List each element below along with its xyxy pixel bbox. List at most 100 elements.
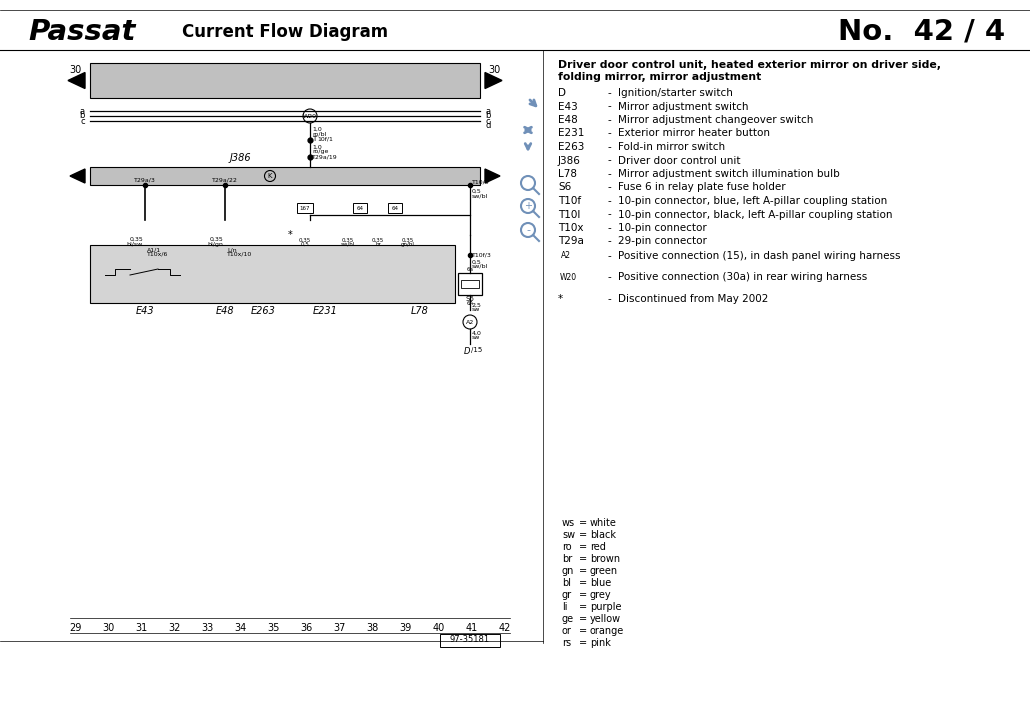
Text: -: -: [608, 142, 612, 152]
Text: T10f: T10f: [558, 196, 581, 206]
Text: bl/sw: bl/sw: [127, 242, 143, 247]
Text: ge: ge: [562, 614, 574, 624]
Text: brown: brown: [590, 554, 620, 564]
Bar: [353, 203, 367, 213]
Text: sw: sw: [472, 307, 480, 312]
Text: Mirror adjustment switch: Mirror adjustment switch: [618, 101, 749, 111]
Text: 0,35: 0,35: [402, 238, 414, 243]
Bar: [90, 245, 455, 303]
Text: 35: 35: [267, 623, 280, 633]
Text: sw: sw: [562, 530, 575, 540]
Text: -: -: [608, 294, 612, 304]
Text: 167: 167: [300, 205, 310, 210]
Bar: [152, 266, 168, 288]
Text: L78: L78: [558, 169, 577, 179]
Text: 2,5: 2,5: [472, 303, 482, 308]
Text: bl: bl: [562, 578, 571, 588]
Text: orange: orange: [590, 626, 624, 636]
Text: sw/bl: sw/bl: [472, 193, 488, 198]
Text: 10-pin connector, blue, left A-pillar coupling station: 10-pin connector, blue, left A-pillar co…: [618, 196, 887, 206]
Text: 0,35: 0,35: [342, 238, 354, 243]
Text: 30: 30: [488, 65, 501, 75]
Text: sw/bl: sw/bl: [472, 264, 488, 269]
Text: T29a: T29a: [558, 237, 584, 247]
Text: T10l: T10l: [558, 210, 580, 220]
Text: Positive connection (30a) in rear wiring harness: Positive connection (30a) in rear wiring…: [618, 272, 867, 282]
Text: c: c: [80, 116, 85, 125]
Text: =: =: [579, 626, 587, 636]
Text: T10f/3: T10f/3: [472, 253, 492, 258]
Text: ro/bl: ro/bl: [312, 131, 327, 136]
Text: =: =: [579, 530, 587, 540]
Text: T: T: [312, 136, 316, 142]
Text: black: black: [590, 530, 616, 540]
Text: a: a: [80, 106, 85, 116]
Text: Driver door control unit: Driver door control unit: [618, 156, 741, 165]
Text: T10x/10: T10x/10: [227, 251, 252, 256]
Text: -: -: [608, 129, 612, 138]
Text: pink: pink: [590, 638, 611, 648]
Text: Mirror adjustment changeover switch: Mirror adjustment changeover switch: [618, 115, 814, 125]
Text: T10x: T10x: [558, 223, 584, 233]
Text: W20: W20: [303, 114, 317, 119]
Text: J386: J386: [558, 156, 581, 165]
Text: 10-pin connector: 10-pin connector: [618, 223, 707, 233]
Text: gr: gr: [562, 590, 572, 600]
Text: gn: gn: [562, 566, 575, 576]
Text: =: =: [579, 554, 587, 564]
Text: T29a/19: T29a/19: [312, 154, 338, 159]
Text: -: -: [608, 251, 612, 261]
Text: +: +: [524, 201, 533, 211]
Text: 6A: 6A: [467, 301, 474, 306]
Text: -: -: [608, 272, 612, 282]
Text: 36: 36: [301, 623, 313, 633]
Bar: [388, 203, 402, 213]
Text: 0,35: 0,35: [372, 238, 384, 243]
Text: -: -: [608, 196, 612, 206]
Text: yellow: yellow: [590, 614, 621, 624]
Bar: [90, 63, 480, 98]
Text: ws: ws: [562, 518, 575, 528]
Text: 0,35: 0,35: [299, 238, 311, 243]
Text: sw: sw: [472, 335, 480, 340]
Text: E48: E48: [558, 115, 578, 125]
Text: D: D: [464, 347, 470, 356]
Text: 29: 29: [69, 623, 81, 633]
Text: blue: blue: [590, 578, 611, 588]
Bar: [112, 266, 128, 288]
Text: =: =: [579, 578, 587, 588]
Text: =: =: [579, 590, 587, 600]
Text: 1,0: 1,0: [312, 127, 321, 132]
Text: grey: grey: [590, 590, 612, 600]
Text: E231: E231: [312, 306, 338, 316]
Text: 6a: 6a: [467, 267, 474, 272]
Text: L/n: L/n: [227, 247, 237, 252]
Text: 64: 64: [356, 205, 364, 210]
Text: 34: 34: [234, 623, 246, 633]
Text: -: -: [608, 210, 612, 220]
Text: *: *: [558, 294, 563, 304]
Text: 0,5: 0,5: [301, 242, 309, 247]
Text: Driver door control unit, heated exterior mirror on driver side,: Driver door control unit, heated exterio…: [558, 60, 941, 70]
Text: 42: 42: [499, 623, 511, 633]
Text: Discontinued from May 2002: Discontinued from May 2002: [618, 294, 768, 304]
Polygon shape: [68, 73, 85, 89]
Text: No.  42 / 4: No. 42 / 4: [837, 18, 1005, 46]
Text: -: -: [608, 169, 612, 179]
Text: li: li: [562, 602, 568, 612]
Text: A2: A2: [561, 251, 571, 260]
Text: -: -: [608, 115, 612, 125]
Text: br: br: [562, 554, 573, 564]
Text: a: a: [485, 106, 490, 116]
Text: 31: 31: [135, 623, 147, 633]
Text: D: D: [558, 88, 566, 98]
Text: 1,0: 1,0: [312, 145, 321, 150]
Text: A2: A2: [466, 320, 474, 325]
Text: 0,5: 0,5: [472, 260, 482, 265]
Text: T29a/3: T29a/3: [134, 177, 156, 182]
Text: =: =: [579, 638, 587, 648]
Text: green: green: [590, 566, 618, 576]
Text: =: =: [579, 614, 587, 624]
Text: gn/bl: gn/bl: [401, 242, 415, 247]
Text: ro/ge: ro/ge: [312, 149, 329, 154]
